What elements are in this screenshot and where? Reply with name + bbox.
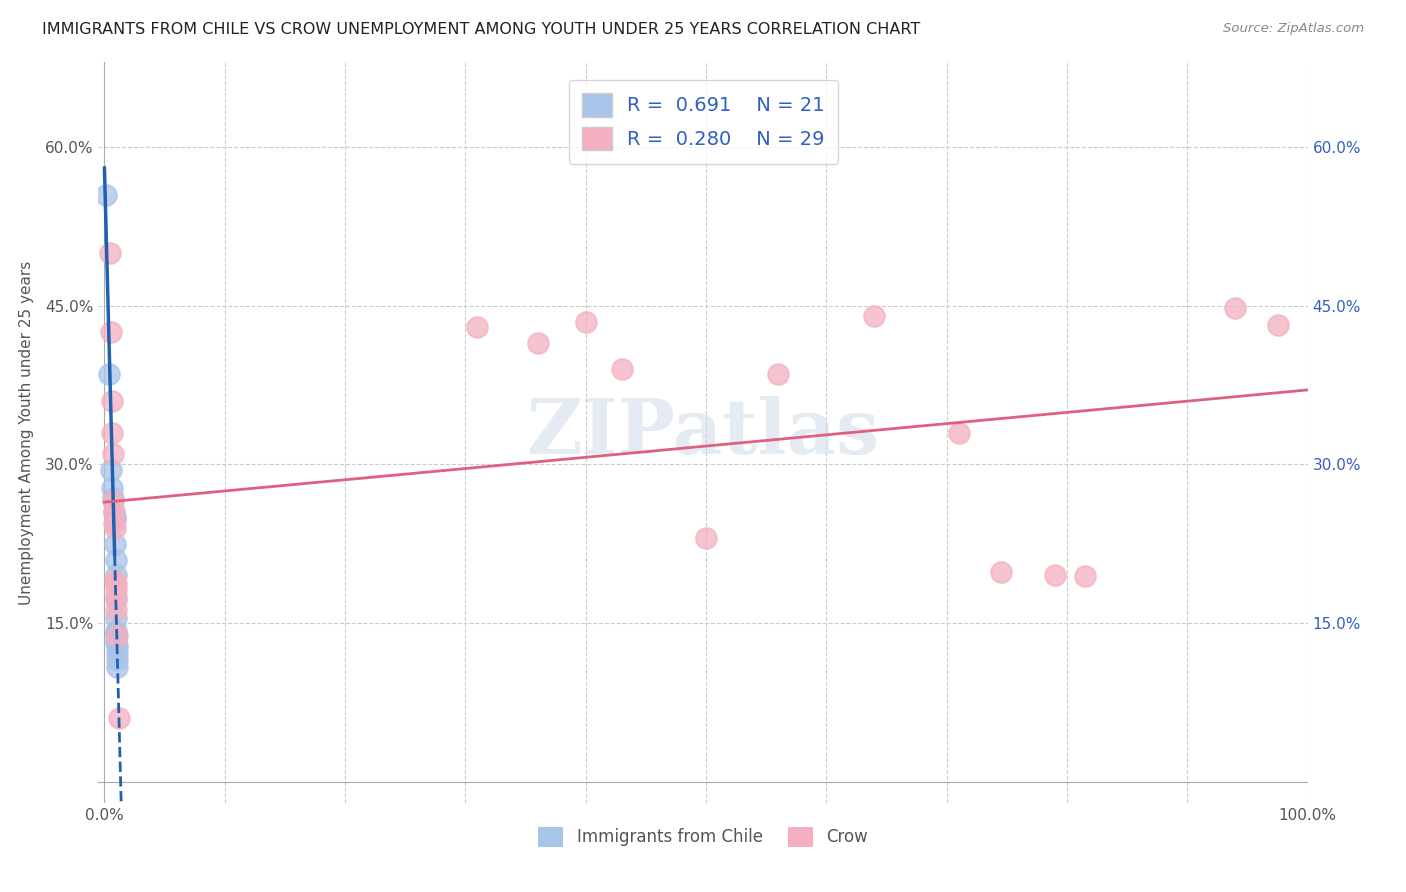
Point xyxy=(104,552,127,566)
Point xyxy=(104,611,127,625)
Point xyxy=(104,568,127,582)
Point xyxy=(103,505,125,519)
Point xyxy=(105,603,128,617)
Point xyxy=(101,481,124,495)
Point xyxy=(103,516,125,530)
Point xyxy=(948,425,970,440)
Point xyxy=(766,368,789,382)
Point xyxy=(1074,569,1097,583)
Point xyxy=(105,626,128,640)
Point xyxy=(105,629,128,643)
Point xyxy=(610,362,633,376)
Point xyxy=(104,510,127,524)
Point xyxy=(1043,568,1066,582)
Point xyxy=(1267,318,1289,332)
Point xyxy=(104,575,127,590)
Point xyxy=(101,425,124,440)
Point xyxy=(101,447,124,461)
Point xyxy=(98,368,121,382)
Point xyxy=(104,590,127,604)
Point xyxy=(108,711,131,725)
Point xyxy=(105,640,128,654)
Point xyxy=(104,537,127,551)
Point xyxy=(94,187,117,202)
Point xyxy=(100,325,122,339)
Point xyxy=(105,635,128,649)
Point xyxy=(104,624,127,639)
Point xyxy=(863,310,886,324)
Text: IMMIGRANTS FROM CHILE VS CROW UNEMPLOYMENT AMONG YOUTH UNDER 25 YEARS CORRELATIO: IMMIGRANTS FROM CHILE VS CROW UNEMPLOYME… xyxy=(42,22,921,37)
Point xyxy=(105,592,128,607)
Point xyxy=(100,393,122,408)
Point xyxy=(105,653,128,667)
Point xyxy=(104,574,127,588)
Point xyxy=(98,245,121,260)
Point xyxy=(107,660,129,674)
Point xyxy=(695,532,717,546)
Point xyxy=(105,629,128,643)
Point xyxy=(104,512,127,526)
Point xyxy=(103,505,125,519)
Point xyxy=(990,566,1012,580)
Point xyxy=(105,646,128,660)
Legend: Immigrants from Chile, Crow: Immigrants from Chile, Crow xyxy=(531,820,875,854)
Text: ZIPatlas: ZIPatlas xyxy=(526,396,880,469)
Point xyxy=(104,521,127,535)
Point xyxy=(103,494,125,508)
Text: Source: ZipAtlas.com: Source: ZipAtlas.com xyxy=(1223,22,1364,36)
Point xyxy=(467,319,489,334)
Point xyxy=(101,491,124,506)
Y-axis label: Unemployment Among Youth under 25 years: Unemployment Among Youth under 25 years xyxy=(18,260,34,605)
Point xyxy=(100,463,122,477)
Point xyxy=(104,582,127,596)
Point xyxy=(526,335,548,350)
Point xyxy=(1225,301,1247,315)
Point xyxy=(575,315,598,329)
